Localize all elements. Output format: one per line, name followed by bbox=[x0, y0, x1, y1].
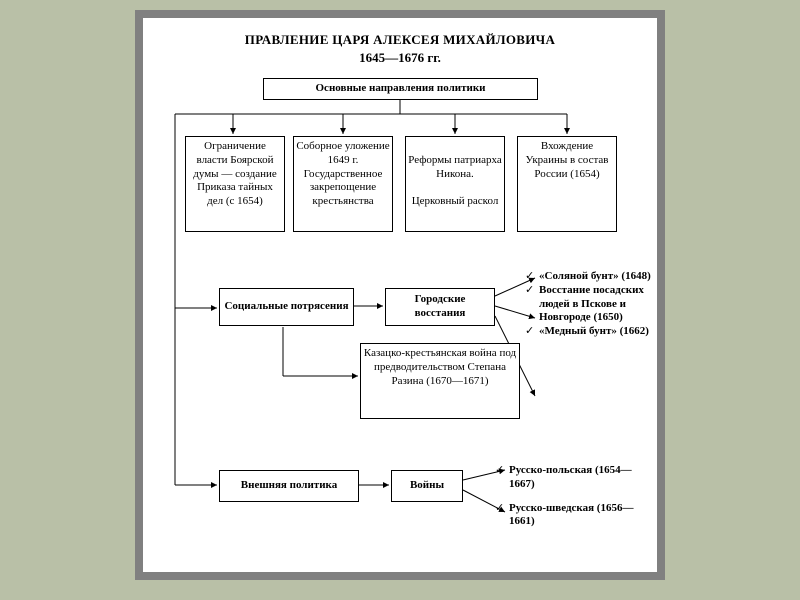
check-icon: ✓ bbox=[525, 284, 539, 325]
node-policy-4-text: Вхождение Украины в состав России (1654) bbox=[526, 140, 609, 180]
node-wars-text: Войны bbox=[410, 479, 444, 493]
list-item: ✓ «Медный бунт» (1662) bbox=[525, 325, 651, 339]
node-policy-3-text: Реформы патриарха Никона. Церковный раск… bbox=[408, 154, 501, 207]
list-item: ✓ Русско-польская (1654—1667) bbox=[495, 464, 651, 492]
diagram-frame: ПРАВЛЕНИЕ ЦАРЯ АЛЕКСЕЯ МИХАЙЛОВИЧА 1645—… bbox=[135, 10, 665, 580]
node-main-text: Основные направления политики bbox=[316, 82, 486, 94]
uprising-1: «Соляной бунт» (1648) bbox=[539, 270, 651, 284]
check-icon: ✓ bbox=[525, 270, 539, 284]
node-policy-1: Ограничение власти Боярской думы — созда… bbox=[185, 136, 285, 232]
node-foreign-text: Внешняя политика bbox=[241, 479, 337, 493]
list-item: ✓ Русско-шведская (1656—1661) bbox=[495, 502, 651, 530]
title-line-2: 1645—1676 гг. bbox=[143, 50, 657, 66]
node-razin: Казацко-крестьянская война под предводит… bbox=[360, 343, 520, 419]
node-main: Основные направления политики bbox=[263, 78, 538, 100]
war-1: Русско-польская (1654—1667) bbox=[509, 464, 651, 492]
node-wars: Войны bbox=[391, 470, 463, 502]
uprising-2: Восстание посадских людей в Пскове и Нов… bbox=[539, 284, 651, 325]
check-icon: ✓ bbox=[525, 325, 539, 339]
node-social-text: Социальные потрясения bbox=[224, 300, 348, 314]
node-urban-text: Городские восстания bbox=[388, 293, 492, 321]
node-policy-2-text: Соборное уложение 1649 г. Государственно… bbox=[296, 140, 389, 207]
uprisings-list: ✓ «Соляной бунт» (1648) ✓ Восстание поса… bbox=[525, 270, 651, 339]
list-item: ✓ Восстание посадских людей в Пскове и Н… bbox=[525, 284, 651, 325]
check-icon: ✓ bbox=[495, 464, 509, 492]
diagram-sheet: ПРАВЛЕНИЕ ЦАРЯ АЛЕКСЕЯ МИХАЙЛОВИЧА 1645—… bbox=[143, 18, 657, 572]
list-item: ✓ «Соляной бунт» (1648) bbox=[525, 270, 651, 284]
node-policy-1-text: Ограничение власти Боярской думы — созда… bbox=[193, 140, 276, 207]
node-policy-4: Вхождение Украины в состав России (1654) bbox=[517, 136, 617, 232]
node-urban: Городские восстания bbox=[385, 288, 495, 326]
diagram-title: ПРАВЛЕНИЕ ЦАРЯ АЛЕКСЕЯ МИХАЙЛОВИЧА 1645—… bbox=[143, 32, 657, 66]
uprising-3: «Медный бунт» (1662) bbox=[539, 325, 649, 339]
wars-list: ✓ Русско-польская (1654—1667) ✓ Русско-ш… bbox=[495, 464, 651, 529]
war-2: Русско-шведская (1656—1661) bbox=[509, 502, 651, 530]
node-policy-2: Соборное уложение 1649 г. Государственно… bbox=[293, 136, 393, 232]
node-policy-3: Реформы патриарха Никона. Церковный раск… bbox=[405, 136, 505, 232]
title-line-1: ПРАВЛЕНИЕ ЦАРЯ АЛЕКСЕЯ МИХАЙЛОВИЧА bbox=[143, 32, 657, 48]
node-social: Социальные потрясения bbox=[219, 288, 354, 326]
check-icon: ✓ bbox=[495, 502, 509, 530]
node-razin-text: Казацко-крестьянская война под предводит… bbox=[364, 347, 516, 387]
node-foreign: Внешняя политика bbox=[219, 470, 359, 502]
